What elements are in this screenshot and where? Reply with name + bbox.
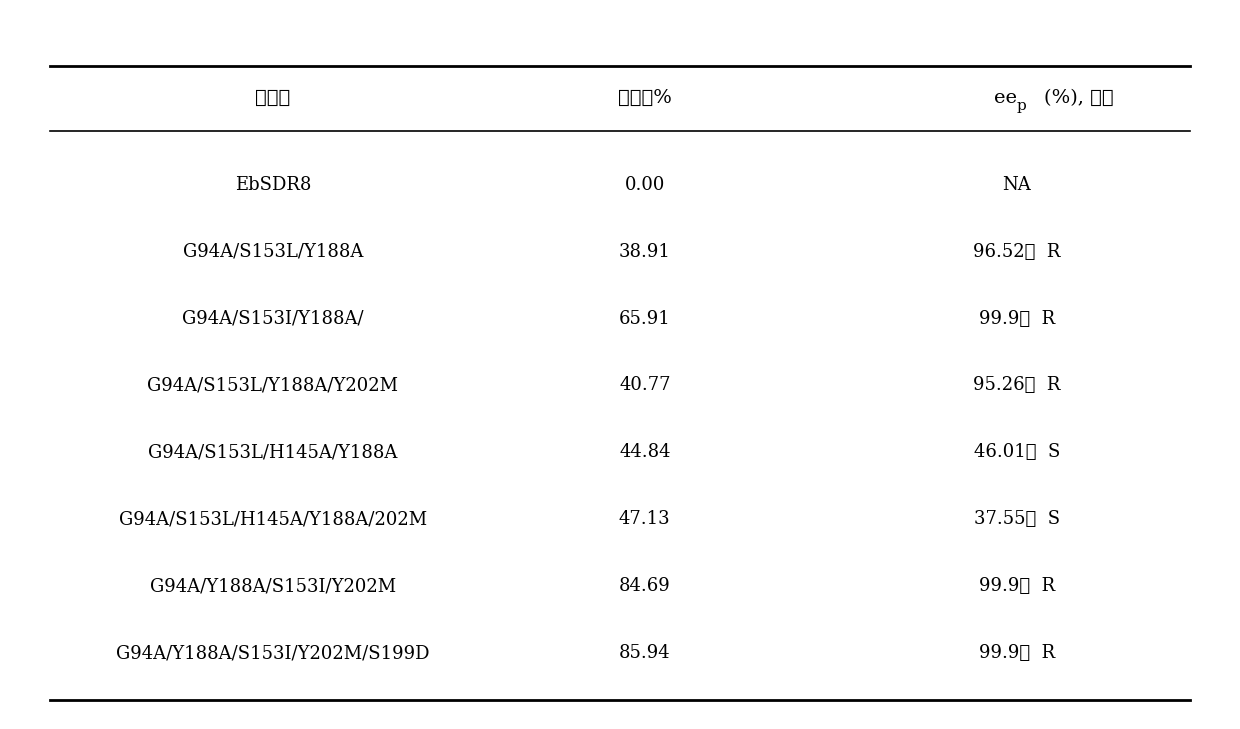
Text: NA: NA bbox=[1002, 176, 1032, 194]
Text: (%), 构型: (%), 构型 bbox=[1044, 90, 1114, 107]
Text: G94A/Y188A/S153I/Y202M: G94A/Y188A/S153I/Y202M bbox=[150, 577, 396, 595]
Text: EbSDR8: EbSDR8 bbox=[234, 176, 311, 194]
Text: 0.00: 0.00 bbox=[625, 176, 665, 194]
Text: 突变体: 突变体 bbox=[255, 90, 290, 107]
Text: G94A/Y188A/S153I/Y202M/S199D: G94A/Y188A/S153I/Y202M/S199D bbox=[117, 644, 429, 662]
Text: 65.91: 65.91 bbox=[619, 310, 671, 327]
Text: 96.52，  R: 96.52， R bbox=[973, 243, 1060, 261]
Text: G94A/S153L/Y188A/Y202M: G94A/S153L/Y188A/Y202M bbox=[148, 376, 398, 394]
Text: 99.9，  R: 99.9， R bbox=[978, 644, 1055, 662]
Text: G94A/S153L/H145A/Y188A: G94A/S153L/H145A/Y188A bbox=[148, 443, 398, 461]
Text: 99.9，  R: 99.9， R bbox=[978, 310, 1055, 327]
Text: 37.55，  S: 37.55， S bbox=[973, 510, 1060, 529]
Text: 转化率%: 转化率% bbox=[618, 90, 672, 107]
Text: ee: ee bbox=[993, 90, 1017, 107]
Text: 46.01，  S: 46.01， S bbox=[973, 443, 1060, 461]
Text: 99.9，  R: 99.9， R bbox=[978, 577, 1055, 595]
Text: 44.84: 44.84 bbox=[619, 443, 671, 461]
Text: 47.13: 47.13 bbox=[619, 510, 671, 529]
Text: 84.69: 84.69 bbox=[619, 577, 671, 595]
Text: p: p bbox=[1017, 98, 1027, 113]
Text: 85.94: 85.94 bbox=[619, 644, 671, 662]
Text: 40.77: 40.77 bbox=[619, 376, 671, 394]
Text: G94A/S153L/H145A/Y188A/202M: G94A/S153L/H145A/Y188A/202M bbox=[119, 510, 427, 529]
Text: 95.26，  R: 95.26， R bbox=[973, 376, 1060, 394]
Text: G94A/S153I/Y188A/: G94A/S153I/Y188A/ bbox=[182, 310, 363, 327]
Text: G94A/S153L/Y188A: G94A/S153L/Y188A bbox=[182, 243, 363, 261]
Text: 38.91: 38.91 bbox=[619, 243, 671, 261]
